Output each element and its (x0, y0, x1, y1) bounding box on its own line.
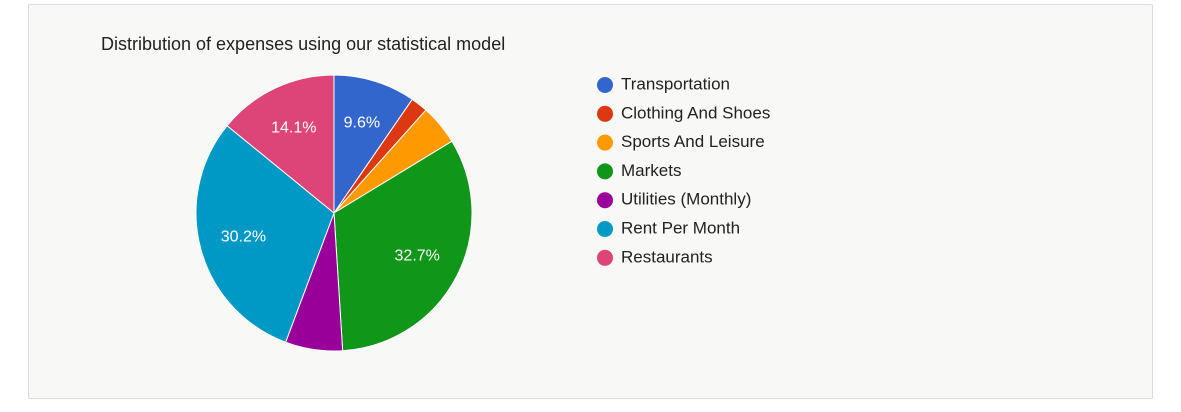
pie-slice (226, 74, 335, 215)
legend-label: Markets (621, 161, 681, 180)
legend-label: Rent Per Month (621, 218, 740, 237)
slice-label: 9.6% (344, 115, 380, 132)
legend-label: Sports And Leisure (621, 132, 765, 151)
legend-swatch (597, 77, 613, 93)
legend-swatch (597, 249, 613, 266)
pie-slice (333, 140, 473, 352)
slice-label: 30.2% (221, 229, 266, 246)
slice-label: 32.7% (395, 248, 440, 265)
legend-label: Utilities (Monthly) (621, 190, 751, 209)
legend-swatch (597, 134, 613, 151)
slice-label: 14.1% (271, 119, 316, 136)
legend-swatch (597, 105, 613, 122)
pie-slice (333, 74, 413, 215)
legend-label: Transportation (621, 74, 730, 93)
pie-slice (195, 125, 335, 343)
legend-swatch (597, 163, 613, 180)
legend-label: Restaurants (621, 247, 713, 266)
legend-label: Clothing And Shoes (621, 103, 770, 122)
chart-title: Distribution of expenses using our stati… (101, 34, 505, 54)
legend-swatch (597, 192, 613, 209)
legend-swatch (597, 221, 613, 237)
